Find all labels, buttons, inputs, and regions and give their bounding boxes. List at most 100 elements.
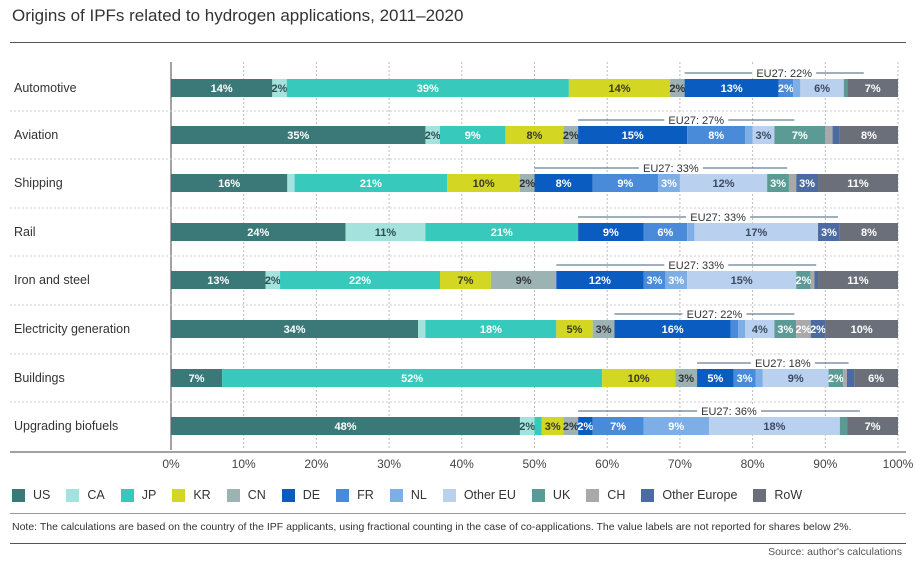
legend-label: UK (552, 488, 571, 502)
legend-swatch (336, 488, 350, 502)
legend-swatch (281, 488, 295, 502)
data-label: 2% (265, 275, 281, 287)
data-label: 21% (491, 227, 513, 239)
bar-segment (171, 369, 223, 387)
data-label: 6% (868, 373, 884, 385)
data-label: 14% (608, 83, 630, 95)
bar-segment (839, 417, 848, 435)
data-label: 2% (577, 421, 593, 433)
x-tick-label: 80% (741, 457, 765, 471)
data-label: 16% (662, 324, 684, 336)
eu27-annotation: EU27: 33% (668, 260, 724, 272)
x-tick-label: 0% (162, 457, 180, 471)
data-label: 2% (563, 421, 579, 433)
data-label: 3% (647, 275, 663, 287)
legend-item: Other EU (442, 488, 516, 502)
bar-segment (171, 79, 273, 97)
bar-segment (774, 126, 826, 144)
legend-item: US (12, 488, 50, 502)
data-label: 3% (821, 227, 837, 239)
bar-segment (592, 320, 615, 338)
legend-label: RoW (774, 488, 803, 502)
eu27-label-bg (638, 161, 703, 173)
data-label: 3% (756, 130, 772, 142)
data-label: 2% (796, 275, 812, 287)
eu27-annotation: EU27: 33% (643, 163, 699, 175)
bar-segment (171, 126, 426, 144)
bar-segment (425, 223, 579, 241)
legend-item: JP (120, 488, 156, 502)
bar-segment (519, 174, 535, 192)
bar-segment (762, 369, 829, 387)
eu27-label-bg (750, 356, 815, 368)
legend-item: UK (531, 488, 571, 502)
category-label: Buildings (14, 371, 65, 385)
data-label: 2% (810, 324, 826, 336)
data-label: 34% (284, 324, 306, 336)
bar-segment (847, 417, 898, 435)
bar-segment (222, 369, 603, 387)
bar-segment (745, 320, 775, 338)
data-label: 11% (847, 178, 869, 190)
bar-segment (687, 271, 797, 289)
x-tick-label: 100% (883, 457, 914, 471)
data-label: 5% (567, 324, 583, 336)
data-label: 15% (622, 130, 644, 142)
data-label: 6% (814, 83, 830, 95)
legend-item: Other Europe (641, 488, 737, 502)
data-label: 3% (777, 324, 793, 336)
data-label: 2% (669, 83, 685, 95)
data-label: 15% (731, 275, 753, 287)
category-label: Rail (14, 225, 36, 239)
data-label: 3% (596, 324, 612, 336)
bar-segment (708, 417, 840, 435)
data-label: 52% (401, 373, 423, 385)
bar-segment (767, 174, 789, 192)
data-label: 11% (375, 227, 397, 239)
bar-segment (730, 320, 739, 338)
x-tick-label: 90% (813, 457, 837, 471)
legend-item: CH (586, 488, 625, 502)
legend-label: CH (607, 488, 626, 502)
chart-title: Origins of IPFs related to hydrogen appl… (12, 6, 464, 25)
bar-segment (670, 79, 685, 97)
bar-segment (578, 417, 593, 435)
bar-segment (490, 271, 557, 289)
note-divider (10, 543, 906, 544)
data-label: 3% (770, 178, 786, 190)
legend-swatch (389, 488, 403, 502)
legend-swatch (12, 488, 25, 502)
data-label: 12% (589, 275, 611, 287)
data-label: 3% (799, 178, 815, 190)
bar-segment (745, 126, 753, 144)
data-label: 11% (847, 275, 869, 287)
data-label: 8% (861, 227, 877, 239)
bar-segment (832, 126, 840, 144)
data-label: 39% (417, 83, 439, 95)
eu27-annotation: EU27: 18% (755, 358, 811, 370)
data-label: 35% (287, 130, 309, 142)
data-label: 8% (708, 130, 724, 142)
bar-segment (843, 369, 847, 387)
legend-item: KR (172, 488, 211, 502)
bar-segment (788, 174, 797, 192)
bar-segment (345, 223, 426, 241)
bar-segment (818, 223, 840, 241)
legend-swatch (531, 488, 545, 502)
data-label: 2% (563, 130, 579, 142)
bar-segment (774, 320, 797, 338)
bar-segment (847, 79, 898, 97)
category-label: Electricity generation (14, 322, 130, 336)
data-label: 7% (792, 130, 808, 142)
data-label: 13% (207, 275, 229, 287)
data-label: 14% (211, 83, 233, 95)
bar-segment (846, 369, 855, 387)
legend-item: DE (281, 488, 320, 502)
data-label: 7% (610, 421, 626, 433)
bar-segment (793, 79, 801, 97)
bar-segment (439, 126, 506, 144)
legend-item: NL (389, 488, 427, 502)
legend-label: US (33, 488, 51, 502)
legend-label: CA (87, 488, 105, 502)
